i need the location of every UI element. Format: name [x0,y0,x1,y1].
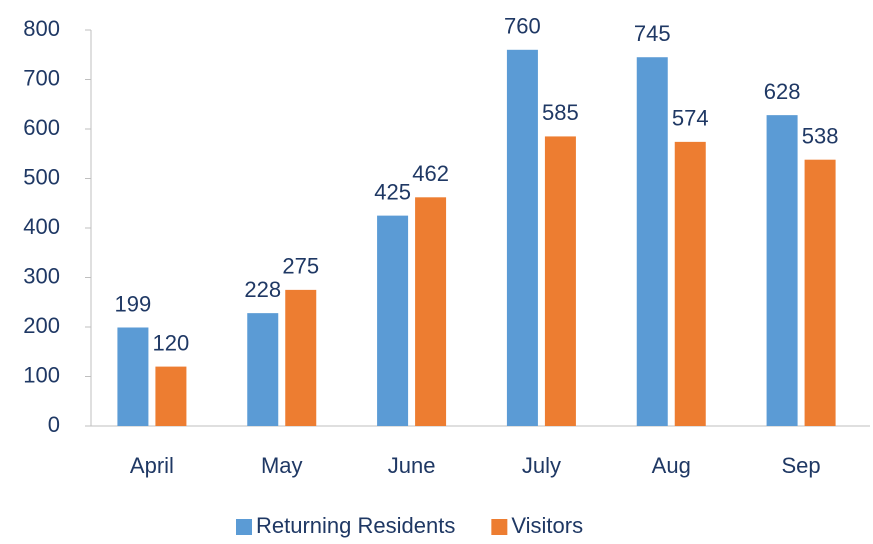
value-label: 628 [764,79,801,104]
y-tick-label: 200 [23,313,60,338]
x-tick-label: Sep [782,453,821,478]
y-tick-label: 600 [23,115,60,140]
y-tick-label: 800 [23,16,60,41]
bar [377,215,409,426]
value-label: 760 [504,14,541,39]
bar [415,197,447,426]
y-tick-label: 400 [23,214,60,239]
value-label: 574 [672,106,709,131]
bar [506,49,538,427]
y-tick-label: 0 [48,412,60,437]
bar [247,313,279,426]
bar [285,289,317,426]
value-label: 199 [115,291,152,316]
value-label: 275 [282,254,319,279]
bar [636,57,668,426]
y-tick-label: 500 [23,164,60,189]
y-tick-label: 100 [23,362,60,387]
value-label: 585 [542,100,579,125]
legend-label: Returning Residents [256,513,455,538]
value-label: 228 [244,277,281,302]
bar [766,115,798,426]
bar [674,141,706,426]
bar [544,136,576,427]
value-label: 425 [374,179,411,204]
bar [117,327,149,426]
legend-swatch [236,519,252,535]
x-tick-label: June [388,453,436,478]
y-tick-label: 300 [23,263,60,288]
x-tick-label: April [130,453,174,478]
value-label: 745 [634,21,671,46]
x-tick-label: May [261,453,303,478]
y-tick-label: 700 [23,65,60,90]
value-label: 538 [802,124,839,149]
legend-label: Visitors [511,513,583,538]
bar [804,159,836,426]
value-label: 462 [412,161,449,186]
x-tick-label: July [522,453,561,478]
x-tick-label: Aug [652,453,691,478]
value-label: 120 [153,330,190,355]
legend-swatch [491,519,508,535]
bar [155,366,187,426]
